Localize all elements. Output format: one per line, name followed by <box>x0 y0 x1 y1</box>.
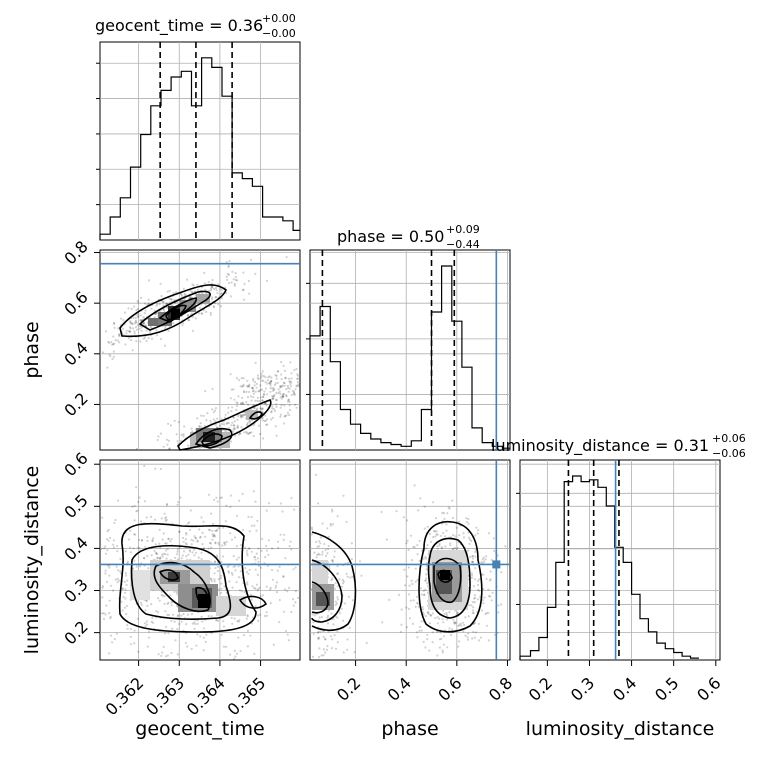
panel-phase-vs-geocent <box>99 249 301 451</box>
xtick-geocent_time-1: 0.363 <box>142 673 188 719</box>
panel-distance-vs-geocent <box>99 459 301 661</box>
title-distance-plus: +0.06 <box>712 432 746 445</box>
grid-lines <box>94 42 720 666</box>
panel-distance-vs-phase <box>309 459 511 661</box>
xtick-geocent_time-2: 0.364 <box>183 673 229 719</box>
ytick-luminosity_distance-3: 0.5 <box>60 491 91 522</box>
xtick-geocent_time-0: 0.362 <box>102 673 148 719</box>
title-geocent-plus: +0.00 <box>262 12 296 25</box>
ytick-luminosity_distance-0: 0.2 <box>60 617 91 648</box>
truth-marker <box>492 560 501 569</box>
xtick-phase-3: 0.8 <box>485 673 516 704</box>
xtick-luminosity_distance-3: 0.5 <box>651 673 682 704</box>
hist-luminosity_distance <box>519 475 699 660</box>
xlabel-luminosity-distance: luminosity_distance <box>526 718 715 740</box>
xtick-luminosity_distance-4: 0.6 <box>693 673 724 704</box>
title-distance-text: luminosity_distance = 0.31 <box>491 436 709 456</box>
ylabel-phase: phase <box>21 321 43 378</box>
ytick-phase-1: 0.4 <box>60 338 91 369</box>
ytick-luminosity_distance-4: 0.6 <box>60 449 91 480</box>
credible-contours <box>118 284 483 633</box>
title-luminosity-distance: luminosity_distance = 0.31 +0.06 −0.06 <box>491 432 746 460</box>
xtick-luminosity_distance-0: 0.2 <box>525 673 556 704</box>
title-phase: phase = 0.50 +0.09 −0.44 <box>337 223 480 251</box>
title-phase-text: phase = 0.50 <box>337 227 444 246</box>
density-shading <box>130 294 468 616</box>
ytick-luminosity_distance-1: 0.3 <box>60 575 91 606</box>
ytick-phase-0: 0.2 <box>60 389 91 420</box>
xtick-phase-0: 0.2 <box>333 673 364 704</box>
xtick-phase-1: 0.4 <box>384 673 415 704</box>
panel-distance-hist <box>519 459 721 661</box>
title-geocent-text: geocent_time = 0.36 <box>95 16 263 36</box>
ytick-luminosity_distance-2: 0.4 <box>60 533 91 564</box>
title-geocent-minus: −0.00 <box>262 27 296 40</box>
xlabel-geocent-time: geocent_time <box>135 718 264 740</box>
xlabel-phase: phase <box>381 718 438 740</box>
panel-geocent-hist <box>99 41 301 241</box>
ytick-phase-3: 0.8 <box>60 237 91 268</box>
xtick-luminosity_distance-2: 0.4 <box>609 673 640 704</box>
title-distance-minus: −0.06 <box>712 447 746 460</box>
panel-phase-hist <box>309 249 511 451</box>
xtick-phase-2: 0.6 <box>434 673 465 704</box>
ylabel-luminosity-distance: luminosity_distance <box>21 466 43 655</box>
xtick-luminosity_distance-1: 0.3 <box>567 673 598 704</box>
xtick-geocent_time-3: 0.365 <box>224 673 270 719</box>
quantile-and-truth-lines <box>100 42 620 660</box>
title-phase-plus: +0.09 <box>446 223 480 236</box>
hist-geocent_time <box>99 57 300 240</box>
title-geocent-time: geocent_time = 0.36 +0.00 −0.00 <box>95 12 296 40</box>
hist-phase <box>309 265 510 450</box>
ytick-phase-2: 0.6 <box>60 288 91 319</box>
title-phase-minus: −0.44 <box>446 238 480 251</box>
